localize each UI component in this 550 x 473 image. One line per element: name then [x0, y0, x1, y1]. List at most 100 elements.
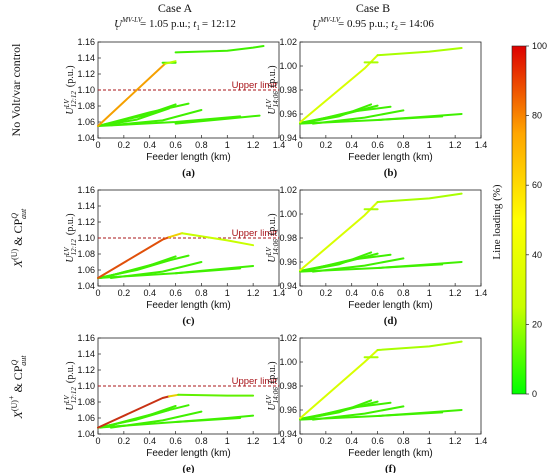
colorbar-ticks: 0 20 40 60 80 100 — [526, 41, 547, 399]
y-tick-label: 1.06 — [77, 265, 95, 275]
y-tick-label: 0.96 — [279, 257, 297, 267]
x-tick-label: 1.4 — [273, 288, 286, 298]
x-tick-label: 0.8 — [397, 140, 410, 150]
panel-label: (f) — [385, 463, 396, 473]
x-tick-label: 0.6 — [169, 436, 182, 446]
x-tick-label: 1.4 — [475, 140, 488, 150]
x-tick-label: 1 — [225, 140, 230, 150]
y-tick-label: 0.98 — [279, 381, 297, 391]
x-tick-label: 1 — [427, 288, 432, 298]
upper-limit-label: Upper limit — [232, 80, 278, 91]
y-tick-label: 0.96 — [279, 109, 297, 119]
x-tick-label: 0.8 — [397, 436, 410, 446]
y-tick-label: 1.10 — [77, 85, 95, 95]
series-line-0 — [299, 201, 379, 272]
x-tick-label: 0 — [297, 288, 302, 298]
x-tick-label: 0.8 — [195, 436, 208, 446]
x-tick-label: 0.2 — [320, 436, 333, 446]
y-tick-label: 0.94 — [279, 281, 297, 291]
panel-b: 0 0.2 0.4 0.6 0.8 1 1.2 1.40.940.960.981.001.02… — [265, 37, 487, 179]
y-tick-label: 1.16 — [77, 37, 95, 47]
x-tick-label: 0.2 — [118, 140, 131, 150]
y-tick-label: 1.10 — [77, 381, 95, 391]
panel-label: (e) — [182, 463, 195, 473]
row-label-xu-plus: X(U)+ & CPQaut — [7, 355, 28, 420]
x-tick-label: 1.2 — [247, 288, 260, 298]
x-tick-label: 1 — [427, 140, 432, 150]
y-axis-label: ULV12:12(p.u.) — [63, 213, 78, 262]
upper-limit-label: Upper limit — [232, 228, 278, 239]
series-line-2 — [174, 45, 265, 54]
y-tick-label: 1.16 — [77, 333, 95, 343]
panel-f: 0 0.2 0.4 0.6 0.8 1 1.2 1.40.940.960.981.001.02… — [265, 333, 487, 473]
y-tick-label: 1.02 — [279, 333, 297, 343]
series-line-8 — [174, 414, 255, 423]
series-line-0 — [97, 62, 167, 127]
series-line-5 — [305, 105, 392, 124]
series-line-8 — [97, 115, 242, 127]
axes-frame — [299, 189, 482, 287]
x-tick-label: 1.2 — [449, 436, 462, 446]
y-tick-label: 1.14 — [77, 201, 95, 211]
series-line-0 — [97, 395, 171, 429]
panel-label: (b) — [384, 167, 398, 179]
x-tick-label: 0 — [95, 288, 100, 298]
case-b-subtitle: UMV-LV t = 0.95 p.u.; t2 = 14:06 — [312, 16, 434, 32]
upper-limit-label: Upper limit — [232, 376, 278, 387]
series-line-1 — [376, 340, 463, 351]
series-line-9 — [174, 114, 261, 125]
x-axis-label: Feeder length (km) — [146, 448, 230, 459]
series-line-1 — [168, 393, 180, 398]
series-line-5 — [305, 401, 392, 420]
row-label-no-control: No Volt/var control — [9, 43, 23, 137]
y-tick-label: 0.98 — [279, 233, 297, 243]
case-a-subtitle: UMV-LV t = 1.05 p.u.; t1 = 12:12 — [114, 16, 236, 32]
panel-label: (c) — [182, 315, 195, 327]
x-tick-label: 1 — [225, 436, 230, 446]
y-tick-label: 1.04 — [77, 429, 95, 439]
panel-d: 0 0.2 0.4 0.6 0.8 1 1.2 1.40.940.960.981.001.02… — [265, 185, 487, 327]
series-line-8 — [376, 409, 463, 417]
x-tick-label: 1.2 — [449, 288, 462, 298]
series-line-6 — [103, 102, 190, 126]
x-tick-label: 0.2 — [118, 436, 131, 446]
x-tick-label: 0.8 — [195, 140, 208, 150]
y-tick-label: 1.00 — [279, 357, 297, 367]
x-tick-label: 1.4 — [273, 436, 286, 446]
y-tick-label: 1.02 — [279, 185, 297, 195]
y-tick-label: 1.06 — [77, 117, 95, 127]
x-tick-label: 1.2 — [247, 436, 260, 446]
x-axis-label: Feeder length (km) — [348, 300, 432, 311]
y-tick-label: 1.08 — [77, 249, 95, 259]
y-axis-label: ULV14:06(p.u.) — [265, 361, 280, 410]
x-tick-label: 0.4 — [345, 436, 358, 446]
series-line-2 — [177, 393, 255, 397]
x-tick-label: 0.8 — [195, 288, 208, 298]
series-line-1 — [168, 232, 183, 239]
series-line-5 — [103, 254, 190, 279]
axes-frame — [299, 337, 482, 435]
x-tick-label: 1.4 — [273, 140, 286, 150]
series-line-1 — [376, 47, 463, 57]
panel-a: 0 0.2 0.4 0.6 0.8 1 1.2 1.4 1.04 1.06 1.08 1.10 1.12… — [63, 37, 285, 179]
series-line-8 — [376, 113, 463, 121]
colorbar-tick-label: 40 — [532, 250, 542, 260]
panel-label: (a) — [182, 167, 195, 179]
y-tick-label: 1.00 — [279, 61, 297, 71]
y-tick-label: 1.14 — [77, 53, 95, 63]
series-line-8 — [174, 265, 255, 275]
series-line-1 — [376, 192, 463, 203]
series-line-5 — [103, 404, 190, 428]
y-tick-label: 1.02 — [279, 37, 297, 47]
x-tick-label: 0.8 — [397, 288, 410, 298]
x-tick-label: 0.4 — [345, 140, 358, 150]
x-tick-label: 0 — [297, 140, 302, 150]
x-tick-label: 1 — [427, 436, 432, 446]
x-tick-label: 1 — [225, 288, 230, 298]
y-axis-label: ULV12:12(p.u.) — [63, 361, 78, 410]
panel-c: 0 0.2 0.4 0.6 0.8 1 1.2 1.4 1.04 1.06 1.08 1.10 1.12… — [63, 185, 285, 327]
y-axis-label: ULV14:06(p.u.) — [265, 213, 280, 262]
y-tick-label: 1.08 — [77, 397, 95, 407]
x-tick-label: 0.4 — [143, 140, 156, 150]
